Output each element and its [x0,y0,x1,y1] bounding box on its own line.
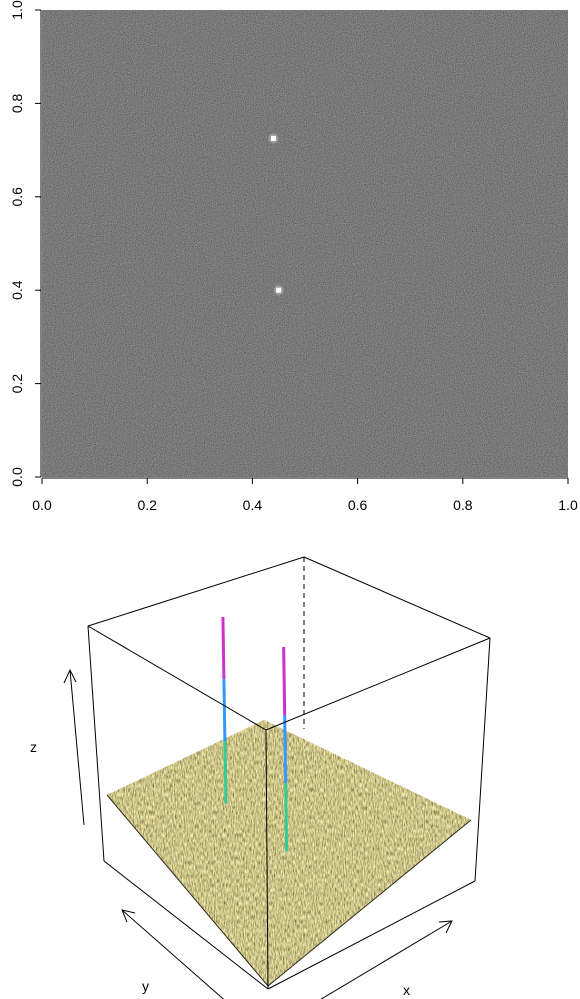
surface-peak-1-segment [223,741,228,804]
heatmap-y-tick-label: 0.8 [9,93,25,113]
surface-plot: z y x [30,556,491,999]
z-axis-arrowhead [63,668,77,684]
box-edge-bottom-left [103,860,269,990]
heatmap-y-tick-label: 0.4 [9,280,25,300]
heatmap-peaks [268,133,284,296]
surface-front-right-edge [267,819,472,987]
box-edge-top-front-left [87,625,267,731]
box-front-edges [87,556,491,990]
x-axis-label: x [403,982,410,998]
heatmap-y-axis: 0.0 0.2 0.4 0.6 0.8 1.0 [9,0,42,487]
surface-front-left-edge [106,794,269,987]
heatmap-y-tick-label: 0.2 [9,374,25,394]
heatmap-x-tick-label: 0.6 [348,497,368,513]
heatmap-y-tick-label: 0.0 [9,467,25,487]
heatmap-x-tick-label: 0.8 [453,497,473,513]
heatmap-noise [42,10,568,477]
heatmap-x-tick-label: 0.4 [243,497,263,513]
y-axis-arrowhead [121,909,136,923]
heatmap-x-axis: 0.0 0.2 0.4 0.6 0.8 1.0 [32,477,578,513]
z-axis-label: z [30,739,37,755]
y-axis-label: y [142,978,149,994]
surface-peak-1-segment [221,616,226,680]
box-edge-front-vertical [265,729,269,990]
surface-ground [106,720,472,987]
heatmap-y-tick-label: 1.0 [9,0,25,20]
surface-peaks [221,616,289,852]
axis-arrows [63,668,453,999]
heatmap-peak-1 [270,135,276,141]
x-axis-arrowhead [438,920,453,934]
heatmap-plot: 0.0 0.2 0.4 0.6 0.8 1.0 0.0 0.2 0.4 0.6 0.8 1.0 [9,0,578,513]
box-edge-left-vertical [87,625,105,862]
heatmap-x-tick-label: 0.0 [32,497,52,513]
heatmap-peak-2 [276,287,282,293]
surface-peak-2-segment [283,715,288,784]
box-edge-bottom-right [267,880,476,990]
surface-peak-2-segment [282,646,287,716]
surface-peak-2-segment [284,783,289,852]
box-edge-top-right [303,556,491,639]
box-edge-top-front-right [265,637,491,731]
z-axis-arrow [69,669,85,826]
heatmap-x-tick-label: 1.0 [558,497,578,513]
box-edge-right-vertical [474,637,491,882]
heatmap-x-tick-label: 0.2 [137,497,157,513]
y-axis-arrow [121,909,225,999]
x-axis-arrow [320,920,453,999]
surface-peak-1-segment [222,679,227,742]
box-edge-top-left [87,556,305,627]
heatmap-y-tick-label: 0.6 [9,187,25,207]
